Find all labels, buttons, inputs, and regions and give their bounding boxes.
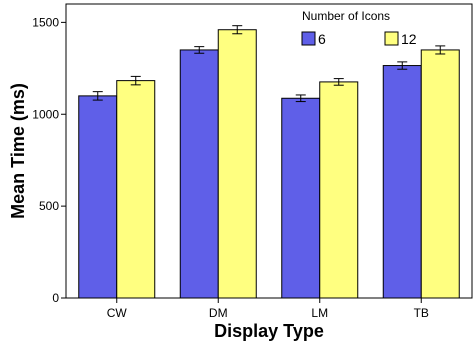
bar-TB-12 (420, 49, 460, 299)
x-axis-title: Display Type (214, 321, 324, 341)
legend-label-12: 12 (401, 31, 417, 47)
y-tick-label: 1000 (32, 107, 59, 121)
bar-LM-6 (281, 97, 321, 299)
bar-CW-6 (78, 95, 118, 299)
bar-DM-6 (179, 49, 219, 299)
legend-swatch-12 (384, 31, 399, 46)
y-tick-label: 500 (39, 199, 59, 213)
bar-LM-12 (319, 81, 359, 299)
legend-swatch-6 (301, 31, 316, 46)
y-tick-label: 1500 (32, 15, 59, 29)
error-bars (92, 25, 446, 103)
plot-frame (65, 3, 473, 299)
y-axis: 0 500 1000 1500 (32, 15, 66, 305)
legend-label-6: 6 (318, 31, 326, 47)
x-tick-label: TB (414, 306, 429, 320)
bar-CW-12 (116, 80, 156, 299)
x-tick-label: CW (107, 306, 128, 320)
legend: Number of Icons 6 12 (301, 9, 417, 47)
bar-DM-12 (217, 29, 257, 299)
bar-TB-6 (382, 65, 422, 299)
legend-title: Number of Icons (302, 9, 390, 23)
y-tick-label: 0 (52, 291, 59, 305)
x-tick-label: DM (209, 306, 228, 320)
y-axis-title: Mean Time (ms) (8, 83, 28, 219)
x-axis: CW DM LM TB (107, 298, 429, 320)
bars (78, 29, 460, 299)
x-tick-label: LM (311, 306, 328, 320)
